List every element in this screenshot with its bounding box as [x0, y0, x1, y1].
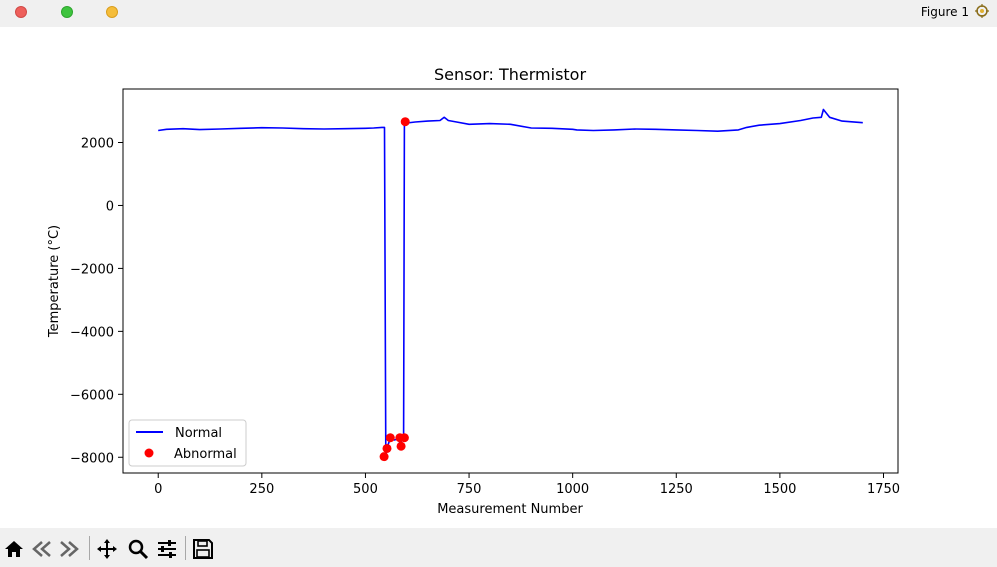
x-tick-label: 750 [457, 482, 482, 497]
abnormal-point [399, 433, 409, 443]
figure-icon [975, 4, 989, 18]
x-tick-label: 1000 [556, 482, 589, 497]
chart-title: Sensor: Thermistor [434, 65, 587, 84]
pan-button[interactable] [95, 537, 119, 561]
close-window-button[interactable] [15, 6, 27, 18]
abnormal-point [396, 441, 406, 451]
y-axis-label: Temperature (°C) [47, 225, 62, 338]
legend: Normal Abnormal [128, 419, 247, 467]
back-icon [32, 541, 51, 557]
y-tick-label: 2000 [81, 137, 114, 152]
home-icon [5, 541, 23, 557]
data-series [158, 108, 863, 462]
save-button[interactable] [191, 537, 215, 561]
x-tick-label: 250 [249, 482, 274, 497]
forward-button[interactable] [57, 537, 81, 561]
zoom-button[interactable] [126, 537, 150, 561]
abnormal-point [385, 433, 395, 443]
legend-normal-label: Normal [175, 426, 222, 441]
home-button[interactable] [2, 537, 26, 561]
zoom-icon [128, 539, 149, 560]
x-tick-label: 0 [154, 482, 162, 497]
plot-area [122, 88, 899, 474]
minimize-window-button[interactable] [106, 6, 118, 18]
back-button[interactable] [30, 537, 54, 561]
abnormal-point [400, 117, 410, 127]
toolbar-separator [89, 536, 90, 560]
y-tick-label: −8000 [70, 451, 114, 466]
configure-button[interactable] [155, 537, 179, 561]
pan-icon [97, 539, 117, 559]
x-tick-label: 1750 [867, 482, 900, 497]
x-axis-ticks: 0 250 500 750 1000 1250 1500 1750 [154, 473, 900, 497]
x-tick-label: 1250 [660, 482, 693, 497]
figure-toolbar [0, 528, 997, 567]
forward-icon [60, 541, 79, 557]
series-normal-line [158, 108, 863, 457]
y-tick-label: −6000 [70, 388, 114, 403]
window-title: Figure 1 [920, 5, 969, 19]
legend-abnormal-label: Abnormal [174, 447, 237, 462]
toolbar-separator [185, 536, 186, 560]
y-tick-label: −2000 [70, 262, 114, 277]
x-axis-label: Measurement Number [437, 502, 583, 517]
save-icon [193, 539, 213, 559]
maximize-window-button[interactable] [61, 6, 73, 18]
y-axis-ticks: −8000 −6000 −4000 −2000 0 2000 [70, 137, 123, 466]
chart: Sensor: Thermistor Measurement Number Te… [47, 65, 900, 517]
window-titlebar: Figure 1 [0, 0, 997, 27]
y-tick-label: 0 [106, 199, 114, 214]
y-tick-label: −4000 [70, 325, 114, 340]
abnormal-point [382, 443, 392, 453]
legend-abnormal-marker [144, 448, 154, 458]
x-tick-label: 500 [353, 482, 378, 497]
abnormal-point [379, 452, 389, 462]
configure-icon [158, 540, 176, 558]
x-tick-label: 1500 [763, 482, 796, 497]
